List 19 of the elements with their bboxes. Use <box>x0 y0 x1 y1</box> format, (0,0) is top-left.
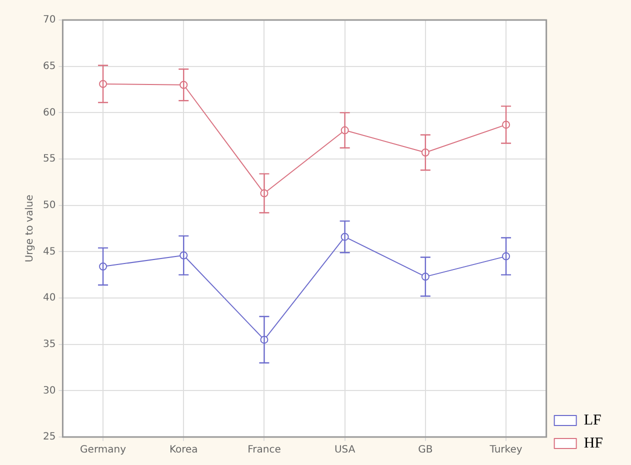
y-tick-label: 40 <box>42 292 56 304</box>
y-tick-label: 65 <box>42 60 56 72</box>
x-tick-label: Germany <box>80 444 126 456</box>
y-tick-label: 25 <box>42 432 56 443</box>
x-tick-label: USA <box>334 444 356 456</box>
y-axis-title: Urge to value <box>24 194 36 262</box>
y-tick-label: 60 <box>42 107 56 118</box>
x-tick-label: France <box>248 444 281 456</box>
y-tick-label: 50 <box>42 200 56 211</box>
legend-label: LF <box>584 412 602 428</box>
legend-label: HF <box>584 435 604 452</box>
x-tick-label: GB <box>418 444 433 456</box>
y-tick-label: 30 <box>42 385 56 396</box>
y-tick-label: 55 <box>42 154 56 165</box>
y-tick-label: 70 <box>42 14 56 26</box>
y-tick-label: 35 <box>42 338 56 350</box>
x-tick-label: Korea <box>169 444 198 456</box>
y-tick-label: 45 <box>42 246 56 258</box>
x-tick-label: Turkey <box>488 444 522 456</box>
